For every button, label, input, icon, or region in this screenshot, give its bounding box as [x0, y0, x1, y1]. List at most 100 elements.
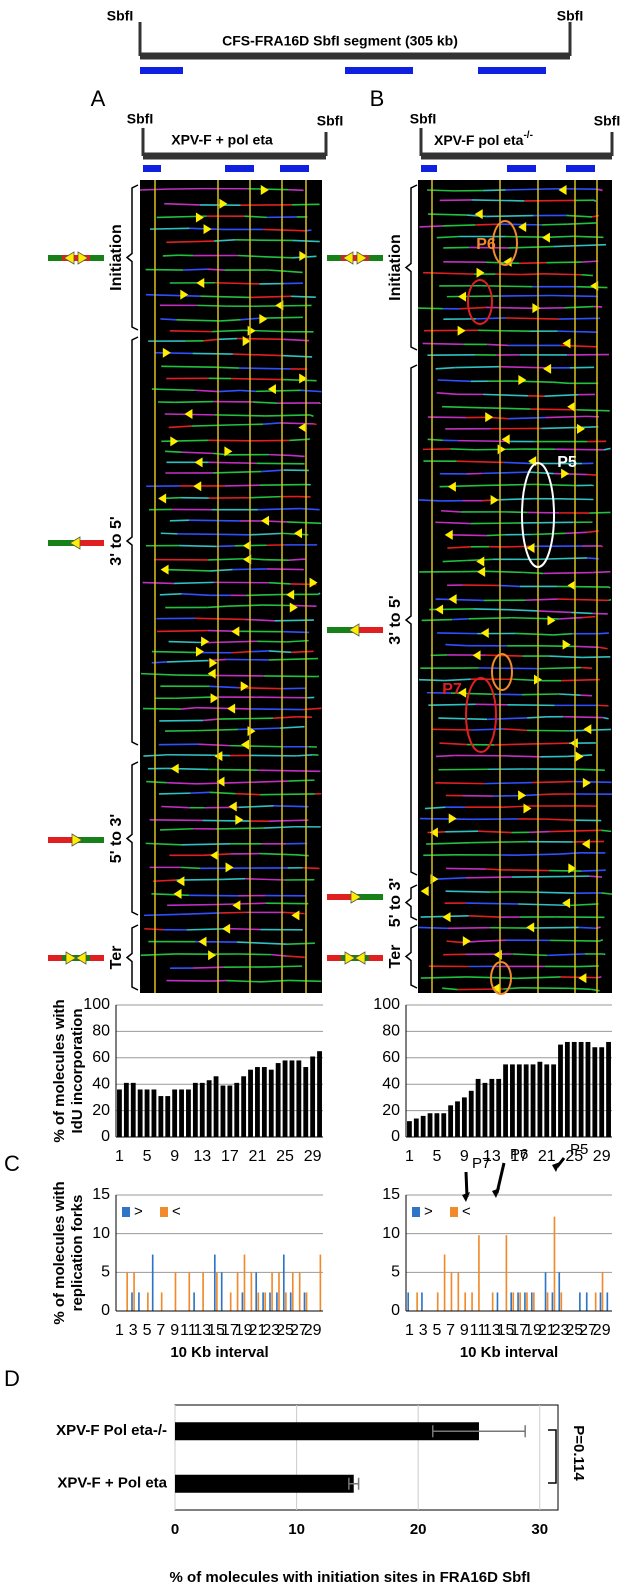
- x-tick-label: 13: [483, 1148, 501, 1165]
- fiber: [442, 987, 458, 991]
- fiber: [174, 400, 214, 404]
- fiber: [455, 365, 500, 369]
- fiber: [468, 915, 501, 918]
- x-tick-label: 15: [497, 1322, 515, 1339]
- fiber: [608, 598, 612, 602]
- fiber: [203, 718, 219, 722]
- fiber: [486, 214, 534, 218]
- fiber: [142, 707, 182, 710]
- bar: [319, 1254, 322, 1311]
- fiber: [161, 805, 190, 809]
- fiber: [183, 268, 208, 271]
- fiber: [208, 461, 257, 465]
- significance-bracket: [548, 1429, 557, 1484]
- fiber: [205, 640, 258, 644]
- fiber: [200, 295, 251, 299]
- y-tick-label: 100: [83, 996, 110, 1013]
- fork-arrow: [209, 657, 218, 668]
- fiber: [533, 557, 588, 561]
- fiber: [564, 305, 594, 309]
- bar: [450, 1272, 453, 1311]
- fiber: [422, 342, 464, 346]
- fiber: [250, 532, 283, 536]
- fork-arrow: [562, 639, 571, 650]
- fiber: [608, 586, 611, 589]
- bracket: [404, 364, 418, 876]
- bar: [202, 1272, 204, 1311]
- fiber: [439, 199, 472, 202]
- fiber: [499, 223, 542, 226]
- fiber: [146, 780, 167, 784]
- fiber: [259, 316, 303, 320]
- x-tick-label: 21: [249, 1322, 267, 1339]
- fork-arrow: [170, 436, 179, 447]
- x-tick-label: 17: [510, 1148, 528, 1165]
- fiber: [268, 965, 303, 968]
- fork-arrow: [162, 347, 171, 358]
- fiber: [283, 630, 310, 634]
- fork-arrow: [210, 850, 219, 861]
- fiber: [164, 568, 211, 572]
- fiber: [192, 352, 233, 355]
- x-tick-label: 27: [290, 1322, 308, 1339]
- bar: [289, 1060, 295, 1137]
- y-axis-label: replication forks: [69, 1195, 86, 1312]
- phase-label: 3' to 5': [387, 595, 404, 644]
- bar: [241, 1292, 244, 1311]
- fiber: [253, 304, 298, 308]
- fork-arrow: [184, 409, 193, 420]
- fiber: [268, 650, 292, 654]
- bar: [227, 1085, 233, 1137]
- fiber: [215, 827, 264, 830]
- fiber: [503, 869, 550, 872]
- fiber: [534, 483, 577, 487]
- fiber: [539, 645, 577, 648]
- fiber: [418, 926, 448, 930]
- icon: [342, 251, 354, 265]
- map-right: SbfI: [557, 8, 583, 24]
- fiber: [263, 675, 317, 678]
- fiber: [288, 188, 304, 192]
- fiber: [140, 672, 177, 676]
- fiber: [209, 685, 239, 689]
- fiber: [224, 484, 260, 487]
- bracket: [125, 924, 139, 991]
- x-tick-label: 23: [552, 1322, 570, 1339]
- fiber: [292, 604, 317, 607]
- fork-arrow: [235, 814, 244, 825]
- fork-arrow: [577, 423, 586, 434]
- bar: [475, 1078, 481, 1137]
- map-right: SbfI: [594, 113, 620, 129]
- fiber: [169, 330, 212, 333]
- fiber: [300, 507, 320, 511]
- fiber: [269, 453, 292, 457]
- bar: [165, 1096, 171, 1137]
- x-axis-label: 10 Kb interval: [170, 1344, 268, 1361]
- fiber: [471, 728, 504, 731]
- fiber: [520, 273, 545, 276]
- bar: [585, 1041, 591, 1137]
- fiber: [517, 976, 561, 980]
- fiber: [160, 318, 177, 321]
- panel-label: C: [4, 1151, 20, 1176]
- fiber: [507, 245, 554, 249]
- bar: [243, 1254, 246, 1311]
- fiber: [544, 273, 582, 276]
- y-tick-label: 15: [382, 1186, 400, 1203]
- fiber: [552, 381, 570, 385]
- fork-arrow: [501, 434, 510, 445]
- bar: [175, 1422, 479, 1441]
- fiber: [601, 545, 604, 548]
- fiber: [151, 661, 168, 664]
- fiber: [437, 379, 471, 383]
- callout: P5: [557, 454, 577, 471]
- fiber: [158, 792, 191, 795]
- fiber: [268, 581, 291, 585]
- x-tick-label: 7: [446, 1322, 455, 1339]
- fiber: [265, 902, 309, 905]
- fork-arrow: [476, 556, 485, 567]
- fiber: [507, 703, 555, 707]
- fiber: [173, 581, 215, 585]
- fork-arrow: [474, 209, 483, 220]
- bar: [216, 1272, 218, 1311]
